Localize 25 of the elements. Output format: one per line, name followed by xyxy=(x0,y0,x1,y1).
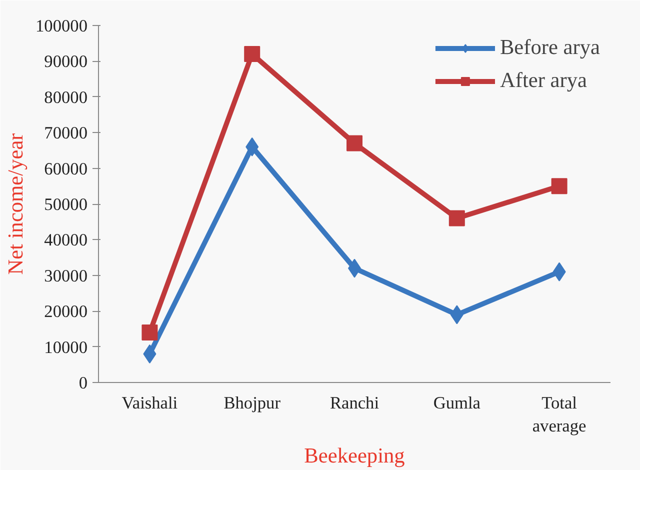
point xyxy=(551,178,568,194)
y-tick-label: 40000 xyxy=(44,230,88,250)
y-tick-label: 70000 xyxy=(44,124,88,143)
x-tick-label: Gumla xyxy=(433,394,481,412)
y-tick-label: 30000 xyxy=(44,266,88,286)
y-tick-label: 100000 xyxy=(36,16,88,36)
y-axis-title: Net income/year xyxy=(4,133,28,275)
x-tick-label: Bhojpur xyxy=(224,394,281,412)
y-tick-label: 0 xyxy=(78,374,88,392)
y-tick-label: 10000 xyxy=(44,338,88,357)
y-tick-label: 90000 xyxy=(44,52,88,72)
y-tick-label: 50000 xyxy=(44,195,88,214)
legend-label: After arya xyxy=(500,68,587,93)
x-axis-title: Beekeeping xyxy=(304,443,406,468)
y-tick-label: 80000 xyxy=(44,88,88,107)
point xyxy=(244,46,260,62)
point xyxy=(448,210,465,226)
legend-label: Before arya xyxy=(500,35,600,60)
point xyxy=(142,324,158,341)
point xyxy=(346,135,362,152)
x-tick-label: Ranchi xyxy=(330,394,380,412)
y-tick-label: 60000 xyxy=(44,159,88,178)
x-tick-label: Vaishali xyxy=(122,394,178,412)
x-tick-label: Total average xyxy=(532,394,587,436)
y-tick-label: 20000 xyxy=(44,302,88,322)
